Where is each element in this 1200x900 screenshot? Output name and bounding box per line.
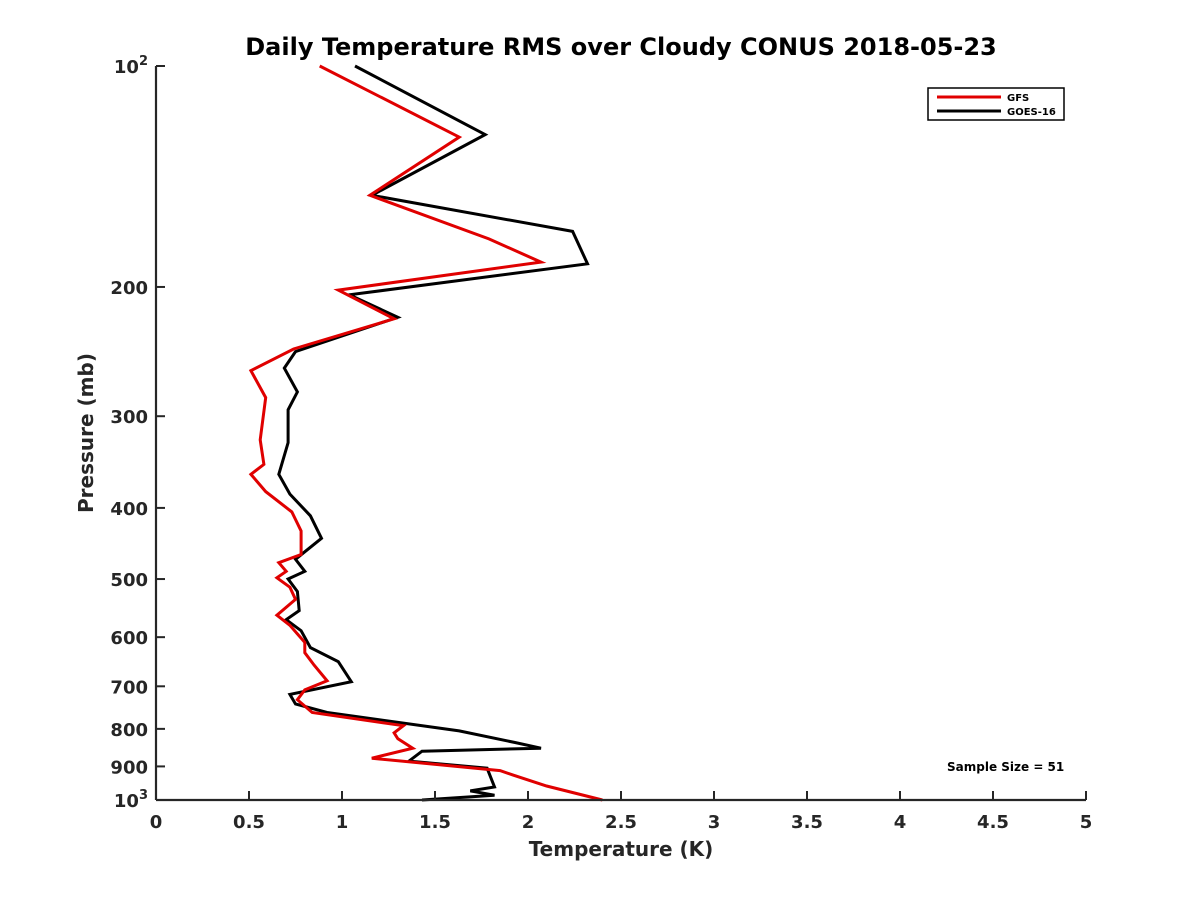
x-tick-label: 3.5 xyxy=(791,812,823,833)
y-tick-label: 102 xyxy=(114,54,148,78)
series-line-gfs xyxy=(248,64,603,802)
y-axis-label: Pressure (mb) xyxy=(74,353,98,513)
x-tick-label: 1 xyxy=(336,812,349,833)
y-axis-ticks: 102 200 300 400 500 600 700 800 900 103 xyxy=(110,54,165,812)
x-tick-label: 4 xyxy=(894,812,907,833)
y-tick-label: 400 xyxy=(110,499,148,520)
legend-label-goes-16: GOES-16 xyxy=(1007,107,1056,118)
y-tick-label: 500 xyxy=(110,570,148,591)
y-tick-label: 300 xyxy=(110,407,148,428)
sample-size-annotation: Sample Size = 51 xyxy=(947,760,1064,774)
x-tick-label: 2.5 xyxy=(605,812,637,833)
series-line-goes-16 xyxy=(277,64,590,802)
y-tick-label: 600 xyxy=(110,628,148,649)
y-tick-label: 200 xyxy=(110,278,148,299)
x-tick-label: 5 xyxy=(1080,812,1093,833)
x-tick-label: 3 xyxy=(708,812,721,833)
x-tick-label: 1.5 xyxy=(419,812,451,833)
x-tick-label: 0.5 xyxy=(233,812,265,833)
plot-area xyxy=(248,64,603,802)
y-tick-label: 700 xyxy=(110,677,148,698)
x-axis-label: Temperature (K) xyxy=(529,837,714,861)
x-tick-label: 4.5 xyxy=(977,812,1009,833)
y-tick-label: 103 xyxy=(114,788,148,812)
legend-box xyxy=(927,87,1065,121)
y-tick-label: 900 xyxy=(110,757,148,778)
x-tick-label: 0 xyxy=(150,812,163,833)
y-tick-label: 800 xyxy=(110,720,148,741)
chart-title: Daily Temperature RMS over Cloudy CONUS … xyxy=(245,33,997,61)
x-axis-ticks: 0 0.5 1 1.5 2 2.5 3 3.5 4 4.5 5 xyxy=(150,791,1093,833)
legend-label-gfs: GFS xyxy=(1007,93,1029,104)
legend: GFS GOES-16 xyxy=(927,87,1065,121)
x-tick-label: 2 xyxy=(522,812,535,833)
